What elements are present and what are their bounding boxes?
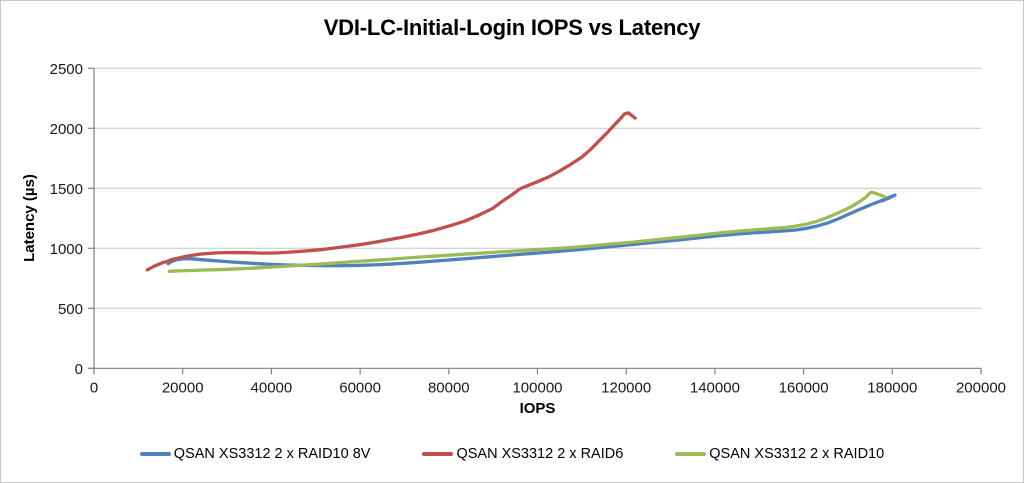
y-tick-label: 1500 (50, 181, 83, 198)
series-line (167, 190, 887, 273)
x-tick-label: 20000 (162, 379, 204, 396)
plot-area: 0 500 1000 1500 2000 2500 0 20000 40000 60000 8000… (50, 61, 1006, 396)
legend-label: QSAN XS3312 2 x RAID6 (456, 446, 624, 462)
legend-item: QSAN XS3312 2 x RAID6 (422, 446, 623, 462)
legend-item: QSAN XS3312 2 x RAID10 (675, 446, 884, 462)
y-tick-label: 2000 (50, 121, 83, 138)
x-tick-label: 60000 (339, 379, 381, 396)
legend-label: QSAN XS3312 2 x RAID10 8V (173, 446, 371, 462)
x-tick-label: 40000 (251, 379, 293, 396)
legend-line-swatch (675, 452, 707, 456)
y-tick-label: 1000 (50, 241, 83, 258)
x-tick-label: 160000 (779, 379, 829, 396)
x-tick-label: 100000 (512, 379, 562, 396)
x-tick-label: 180000 (867, 379, 917, 396)
series-line (166, 193, 897, 268)
series-line (145, 111, 637, 272)
x-tick-label: 140000 (690, 379, 740, 396)
x-axis-title: IOPS (519, 400, 556, 417)
x-tick-label: 0 (90, 379, 98, 396)
y-tick-label: 2500 (50, 61, 83, 78)
legend-label: QSAN XS3312 2 x RAID10 (709, 446, 885, 462)
legend-item: QSAN XS3312 2 x RAID10 8V (139, 446, 371, 462)
legend-line-swatch (422, 452, 454, 456)
x-tick-label: 200000 (956, 379, 1006, 396)
chart-title: VDI-LC-Initial-Login IOPS vs Latency (323, 15, 701, 40)
x-tick-label: 120000 (601, 379, 651, 396)
y-tick-label: 0 (75, 361, 83, 378)
y-axis-title: Latency (µs) (21, 174, 38, 262)
x-tick-label: 80000 (428, 379, 470, 396)
y-tick-label: 500 (58, 301, 83, 318)
legend-line-swatch (139, 452, 171, 456)
legend: QSAN XS3312 2 x RAID10 8V QSAN XS3312 2 x… (1, 446, 1023, 462)
